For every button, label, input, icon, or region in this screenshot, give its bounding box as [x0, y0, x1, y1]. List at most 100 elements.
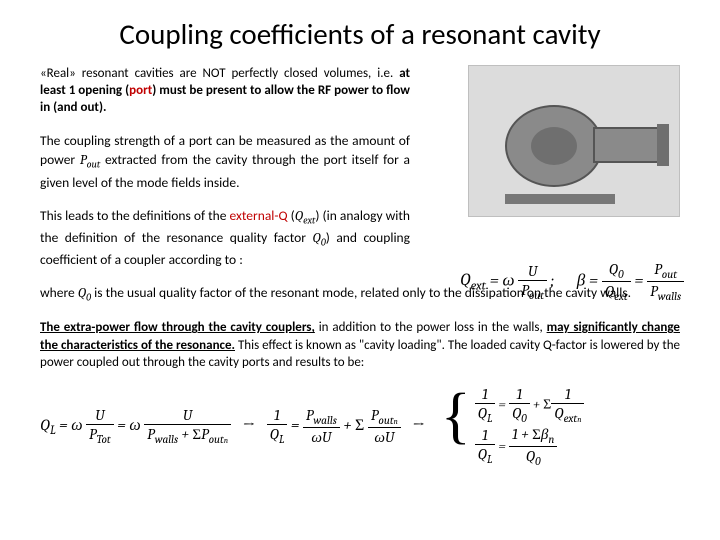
eq-p-1: P — [521, 281, 529, 299]
eq-ptot-p: P — [89, 425, 97, 443]
b1-one2: 1 — [509, 385, 530, 404]
frac-1-ql-c: 1QL — [475, 426, 496, 466]
intro-paragraph: «Real» resonant cavities are NOT perfect… — [40, 66, 410, 117]
extra-b: in addition to the power loss in the wal… — [315, 320, 547, 335]
port-label: port — [129, 83, 152, 98]
eq-pw2: P — [147, 425, 155, 443]
b2-plus: + — [518, 425, 532, 443]
eq-plus1: + — [178, 425, 192, 443]
eq-qext-sub: ext — [471, 280, 486, 294]
eq-qext-den: Qext — [602, 282, 631, 303]
eq-u2: U — [86, 406, 114, 425]
eq-ql-q2: Q — [270, 425, 279, 443]
pout-sub: out — [87, 159, 101, 171]
b2-q0-sub: 0 — [535, 455, 541, 468]
b1-q0: Q0 — [509, 404, 530, 425]
b1-qextn-ext: ext — [564, 412, 578, 425]
eq-ql-den2: QL — [267, 425, 288, 446]
eq-wu2: ωU — [368, 428, 401, 447]
eq-pout-sub-2: out — [662, 268, 677, 281]
frac-pout-pwalls: Pout Pwalls — [647, 260, 684, 303]
eq-omega2: ω — [71, 416, 82, 434]
eq-pw: P — [650, 282, 658, 300]
arrow-2: → — [412, 416, 425, 434]
frac-q0-qext: Q0 Qext — [602, 260, 631, 303]
b2-num: 1 + Σβn — [509, 425, 557, 447]
eq-ql-q: Q — [40, 416, 50, 434]
b2-sigma: Σ — [532, 425, 541, 443]
external-q-label: external-Q — [230, 207, 288, 224]
q0-symbol-2: Q0 — [78, 286, 91, 301]
eq-poutn-sub: outn — [209, 433, 228, 446]
eq-pout-den: Pout — [518, 281, 547, 302]
eq-q0-num: Q0 — [602, 260, 631, 282]
eq-poutn-p: P — [201, 425, 209, 443]
cavity-image — [468, 65, 680, 217]
equation-external-q: Qext = ω U Pout ; β = Q0 Qext = Pout Pwa… — [460, 260, 680, 303]
b1-eq: = — [495, 395, 509, 412]
eq-den-sum: Pwalls + ΣPoutn — [144, 425, 231, 446]
eq-wu1: ωU — [303, 428, 340, 447]
b2-q0: Q0 — [509, 447, 557, 468]
b2-ql-sub: L — [487, 453, 492, 466]
eq-eq6: = — [287, 416, 303, 434]
eq-ptot-sub: Tot — [97, 433, 111, 446]
eq-poutn-sub2: outn — [378, 414, 397, 427]
eq-equals-1: = — [486, 271, 503, 290]
eq-plus2: + — [340, 416, 355, 434]
definitions-paragraph: This leads to the definitions of the ext… — [40, 206, 410, 270]
eq-poutn-num2: Poutn — [368, 406, 401, 428]
b2-beta-n: n — [548, 433, 554, 446]
b1-plus: + — [530, 395, 543, 412]
b1-ql: QL — [475, 404, 496, 425]
pout-symbol: Pout — [80, 153, 101, 168]
brace-row-2: 1QL = 1 + ΣβnQ0 — [475, 425, 585, 468]
pout-p: P — [80, 153, 87, 168]
b1-qextn-sub: extn — [564, 412, 582, 425]
cavity-photo-icon — [469, 66, 679, 216]
q0-q: Q — [312, 231, 320, 246]
q0-q2: Q — [78, 286, 86, 301]
eq-poutn-n: n — [224, 436, 228, 445]
eq-sigma1: Σ — [192, 425, 201, 443]
defs-a: This leads to the definitions of the — [40, 207, 230, 224]
b2-eq: = — [495, 437, 509, 454]
eq-one1: 1 — [267, 406, 288, 425]
eq-u3: U — [144, 406, 231, 425]
extra-a: The extra-power flow through the cavity … — [40, 320, 315, 335]
equation-loaded-q: QL = ω U PTot = ω U Pwalls + ΣPoutn → 1 … — [40, 385, 680, 468]
eq-omega3: ω — [129, 416, 140, 434]
b1-qextn-n: n — [577, 415, 581, 424]
b1-q0-sub: 0 — [521, 412, 527, 425]
b1-ql-q: Q — [478, 404, 487, 422]
qext-symbol: Qext — [295, 209, 316, 224]
eq-equals-3: = — [631, 271, 648, 290]
eq-eq4: = — [56, 416, 72, 434]
b1-one3: 1 — [551, 385, 584, 404]
eq-qext-q: Q — [460, 271, 471, 290]
eq-qext-sub2: ext — [614, 290, 628, 303]
b2-ql: QL — [475, 445, 496, 466]
b2-one: 1 — [475, 426, 496, 445]
b1-qextn-q: Q — [554, 404, 563, 422]
eq-poutn-out: out — [209, 433, 224, 446]
defs-b: ( — [288, 207, 295, 224]
eq-q0-q: Q — [609, 260, 618, 278]
b2-ql-q: Q — [478, 445, 487, 463]
eq-poutn-out2: out — [378, 414, 393, 427]
eq-poutn-n2: n — [394, 417, 398, 426]
eq-sigma2: Σ — [355, 416, 364, 434]
eq-ptot: PTot — [86, 425, 114, 446]
qext-lhs: Qext — [460, 271, 486, 290]
eq-equals-2: = — [585, 271, 602, 290]
frac-pwalls-wu: Pwalls ωU — [303, 406, 340, 447]
ql-lhs: QL — [40, 416, 56, 434]
frac-1-ql: 1 QL — [267, 406, 288, 446]
brace-content: 1QL = 1Q0 + Σ1Qextn 1QL = 1 + ΣβnQ0 — [471, 385, 585, 468]
b1-one: 1 — [475, 385, 496, 404]
eq-ql-left: QL = ω U PTot = ω U Pwalls + ΣPoutn → 1 … — [40, 406, 433, 447]
brace-block: { 1QL = 1Q0 + Σ1Qextn 1QL = 1 + ΣβnQ0 — [441, 385, 585, 468]
slide-title: Coupling coefficients of a resonant cavi… — [40, 16, 680, 52]
eq-pout-num2: Pout — [647, 260, 684, 282]
left-brace: { — [441, 385, 471, 468]
